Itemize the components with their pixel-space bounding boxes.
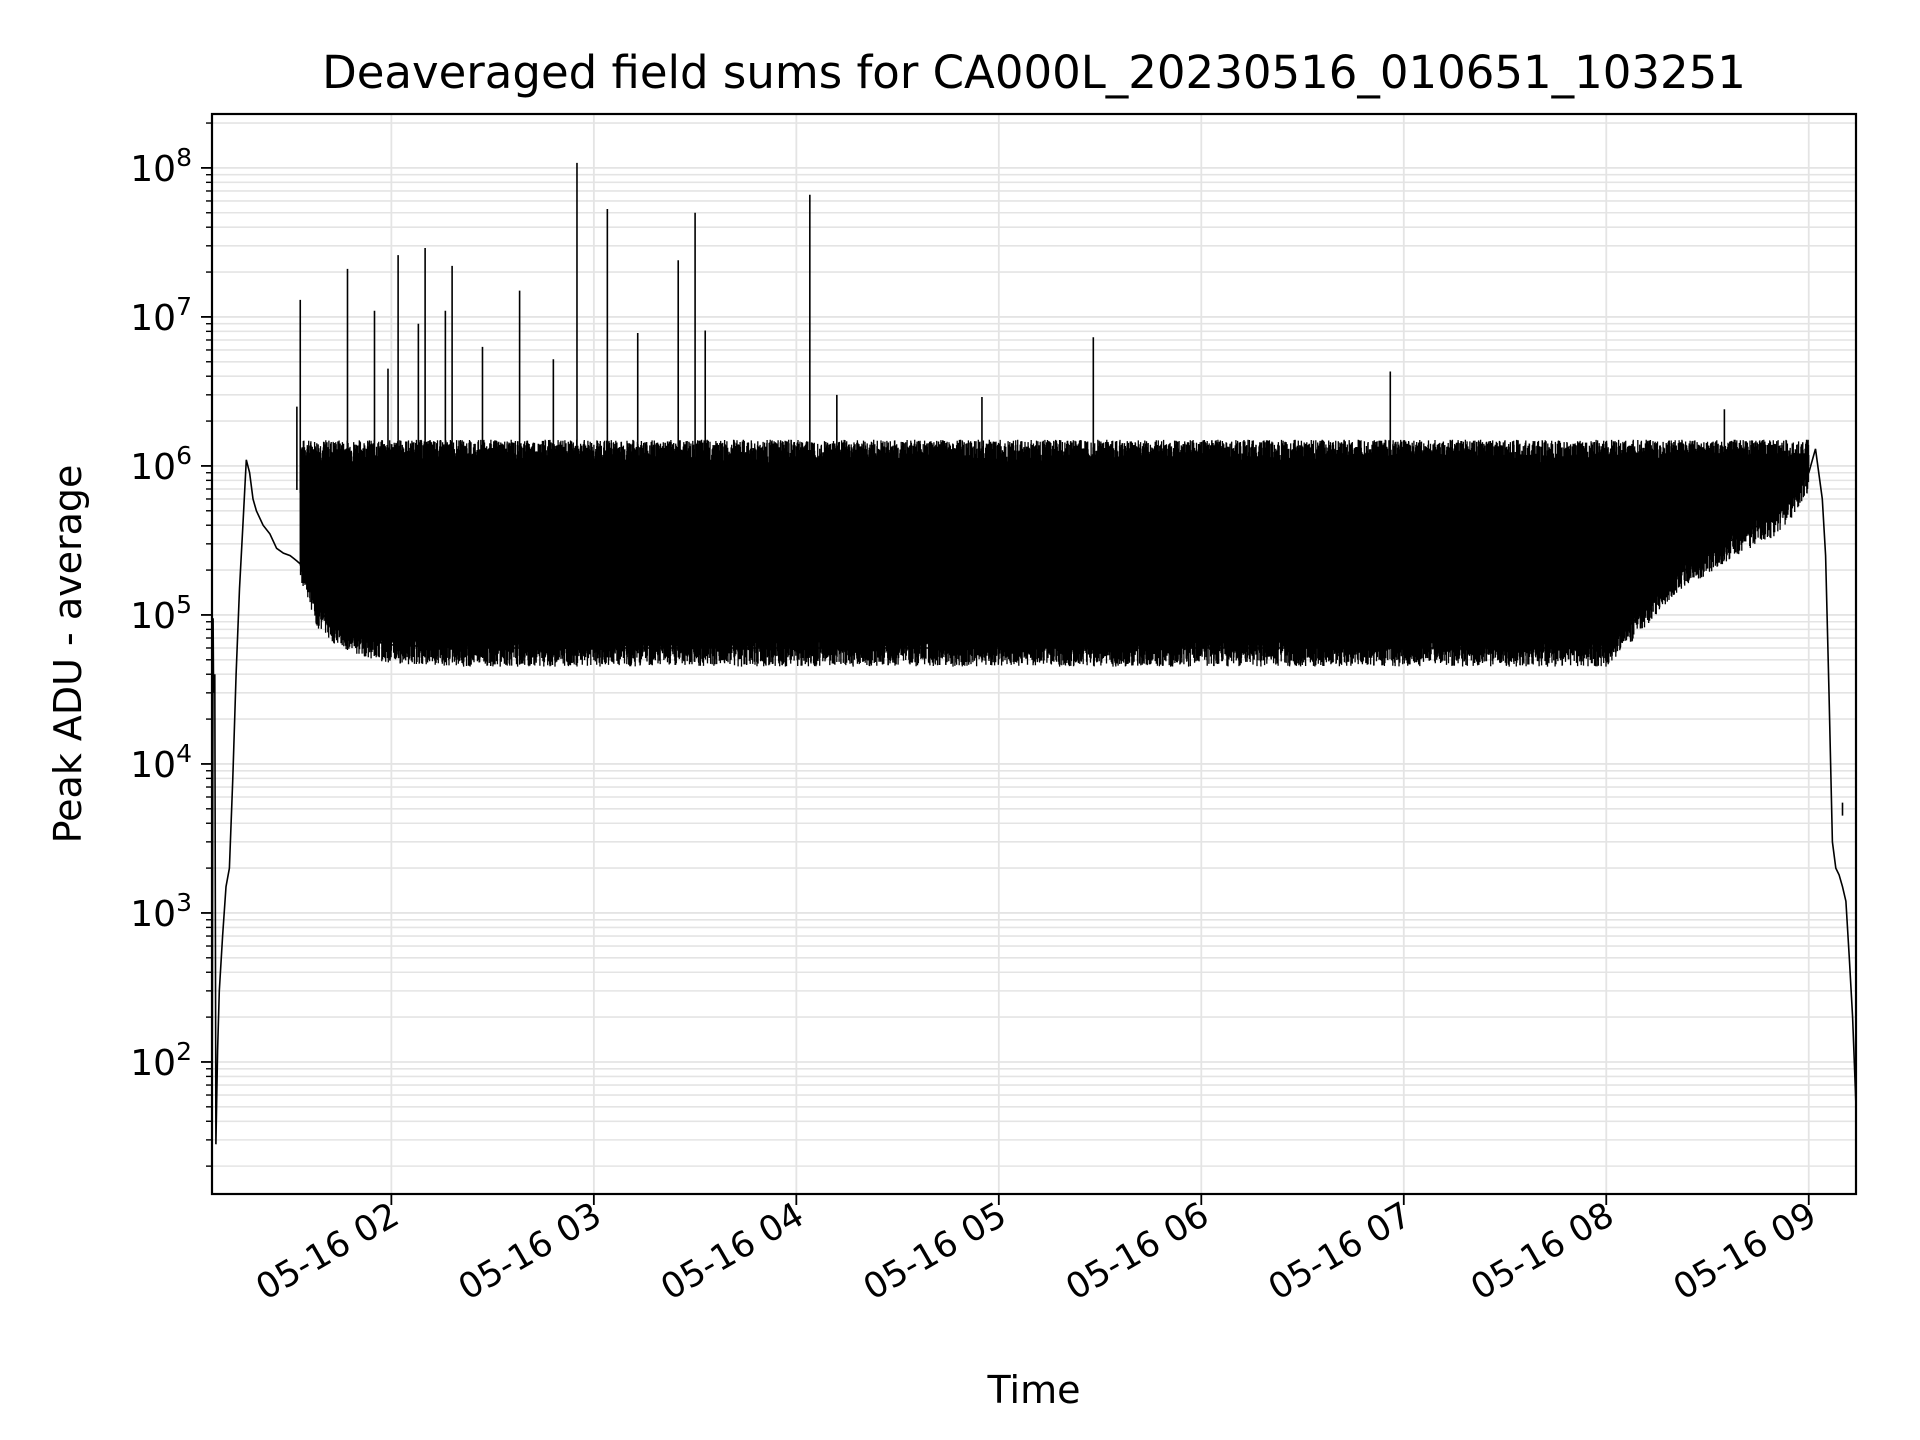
x-tick-label: 05-16 08	[1464, 1195, 1620, 1308]
chart-title: Deaveraged field sums for CA000L_2023051…	[322, 46, 1746, 99]
y-tick-label: 103	[130, 888, 192, 935]
y-tick-label: 102	[130, 1037, 192, 1084]
x-axis-label: Time	[987, 1368, 1081, 1412]
series-layer	[211, 162, 1857, 1195]
plot-frame	[210, 112, 1858, 1196]
x-tick-label: 05-16 07	[1262, 1195, 1418, 1308]
x-tick-label: 05-16 03	[452, 1195, 608, 1308]
y-tick-label: 108	[130, 143, 192, 190]
x-tick-label: 05-16 04	[655, 1195, 811, 1308]
x-tick-label: 05-16 06	[1060, 1195, 1216, 1308]
axis-layer: 102 103 104 105 106 107 108 05-16 02 05-16 03 05-…	[130, 122, 1823, 1308]
y-tick-label: 106	[130, 441, 192, 488]
x-tick-label: 05-16 05	[857, 1195, 1013, 1308]
x-tick-label: 05-16 02	[250, 1195, 406, 1308]
series-oscillation	[299, 439, 1810, 667]
y-tick-label: 105	[130, 590, 192, 637]
y-tick-label: 107	[130, 292, 192, 339]
y-tick-label: 104	[130, 739, 192, 786]
x-tick-label: 05-16 09	[1667, 1195, 1823, 1308]
